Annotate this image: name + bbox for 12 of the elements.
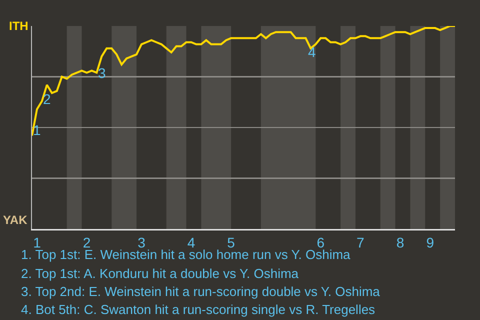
text: YAK (3, 213, 28, 227)
text: ITH (9, 19, 28, 33)
x-tick-label: 9 (426, 234, 434, 250)
text: 2. Top 1st: A. Konduru hit a double vs Y. Oshima (21, 266, 300, 281)
annotation: 3 (98, 65, 106, 81)
annotation: 4 (308, 44, 316, 60)
annotation: 2 (43, 91, 51, 107)
text: 3. Top 2nd: E. Weinstein hit a run-scoring double vs Y. Oshima (21, 284, 381, 299)
text: 4. Bot 5th: C. Swanton hit a run-scoring single vs R. Tregelles (21, 302, 376, 317)
x-tick-label: 8 (396, 234, 404, 250)
x-tick-label: 7 (356, 234, 365, 250)
annotation: 1 (33, 122, 41, 138)
